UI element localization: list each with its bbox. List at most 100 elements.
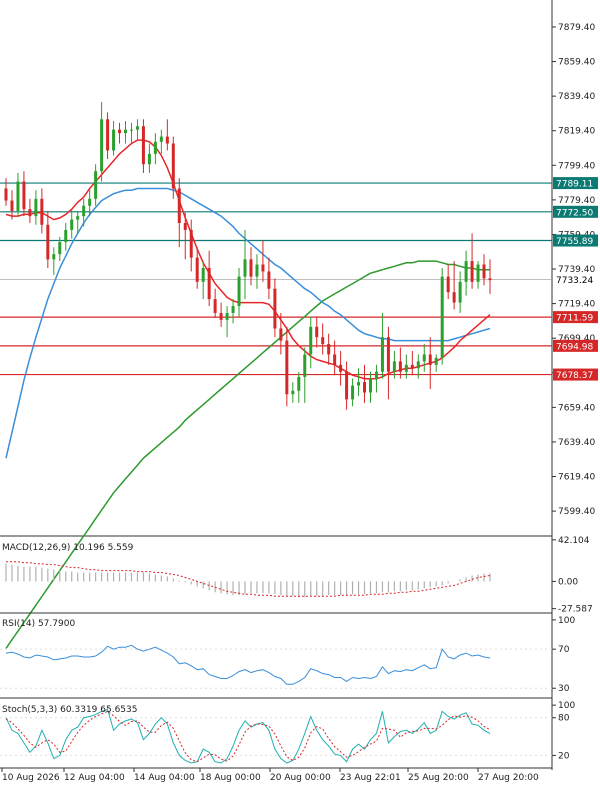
price-tick-label: 7839.40 (558, 92, 595, 102)
price-tick-label: 7659.40 (558, 403, 595, 413)
candle-body (440, 276, 444, 358)
macd-signal-line (6, 561, 491, 597)
stoch-signal-line (5, 710, 491, 763)
price-tick-label: 7619.40 (558, 473, 595, 483)
candle-body (458, 281, 462, 303)
ma-fast-line (5, 139, 491, 380)
candle-body (10, 200, 14, 211)
candle-body (374, 371, 378, 379)
level-price-label: 7755.89 (556, 237, 593, 247)
candle-body (82, 205, 86, 217)
rsi-line (5, 644, 491, 685)
candle-body (321, 337, 325, 345)
level-price-label: 7711.59 (556, 314, 593, 324)
candle-body (189, 229, 193, 258)
macd-tick-label: 42.104 (558, 536, 590, 546)
ma-mid-line (5, 187, 491, 459)
candle-body (279, 328, 283, 341)
level-price-label: 7678.37 (556, 371, 593, 381)
candle-body (327, 344, 331, 355)
candle-body (129, 129, 133, 131)
candle-body (267, 271, 271, 289)
candle-body (207, 268, 211, 300)
candle-body (141, 126, 145, 165)
level-price-label: 7789.11 (556, 180, 593, 190)
candle-body (410, 364, 414, 369)
candle-body (434, 357, 438, 365)
level-price-tag (553, 339, 598, 352)
candle-body (357, 382, 361, 386)
candle-body (470, 261, 474, 282)
candle-body (52, 254, 56, 260)
candle-body (345, 371, 349, 400)
time-tick-label: 18 Aug 00:00 (200, 773, 261, 783)
candle-body (488, 278, 492, 281)
candle-body (171, 143, 175, 189)
level-price-tag (553, 311, 598, 324)
time-axis: 10 Aug 2026 12 Aug 04:00 14 Aug 04:00 18 Au… (1, 768, 539, 783)
time-tick-label: 10 Aug 2026 (2, 773, 60, 783)
time-tick-label: 23 Aug 22:01 (340, 773, 401, 783)
candle-body (333, 354, 337, 365)
candle-body (183, 223, 187, 230)
level-price-label: 7694.98 (556, 342, 593, 352)
candle-body (351, 385, 355, 400)
price-tick-label: 7719.40 (558, 300, 595, 310)
time-tick-label: 27 Aug 20:00 (478, 773, 539, 783)
macd-panel: 42.104 0.00 -27.587 MACD(12,26,9) 10.196 5.… (0, 536, 593, 615)
candle-body (46, 224, 50, 260)
candle-body (380, 337, 384, 372)
candle-body (416, 361, 420, 369)
level-price-tag (553, 368, 598, 381)
candle-body (243, 259, 247, 277)
candle-body (106, 119, 110, 151)
price-tick-label: 7699.40 (558, 334, 595, 344)
rsi-tick-label: 30 (558, 684, 570, 694)
stoch-tick-label: 80 (558, 714, 570, 724)
price-tick-label: 7879.40 (558, 23, 595, 33)
stoch-tick-label: 20 (558, 751, 570, 761)
candle-body (225, 312, 229, 320)
candle-body (404, 364, 408, 372)
candle-body (422, 354, 426, 362)
candle-body (285, 340, 289, 395)
candle-body (22, 181, 26, 210)
candle-body (195, 257, 199, 282)
ma-slow-line (5, 260, 490, 649)
level-price-tag (553, 234, 598, 247)
candle-body (482, 264, 486, 279)
candle-body (64, 229, 68, 243)
time-tick-label: 12 Aug 04:00 (64, 773, 125, 783)
level-price-tag (553, 177, 598, 190)
candle-body (153, 141, 157, 154)
candle-body (339, 364, 343, 372)
candle-body (159, 136, 163, 142)
candle-body (363, 382, 367, 393)
candle-body (213, 299, 217, 313)
price-tick-label: 7599.40 (558, 507, 595, 517)
time-tick-label: 20 Aug 00:00 (270, 773, 331, 783)
candle-body (112, 129, 116, 151)
candle-body (94, 171, 98, 199)
price-tick-label: 7799.40 (558, 161, 595, 171)
price-tick-label: 7639.40 (558, 438, 595, 448)
time-tick-label: 25 Aug 20:00 (408, 773, 469, 783)
candle-body (16, 181, 20, 211)
candle-body (237, 276, 241, 307)
candle-body (446, 276, 450, 293)
candle-body (303, 354, 307, 377)
candle-body (118, 129, 122, 134)
candle-body (315, 326, 319, 338)
candle-body (165, 136, 169, 144)
candle-body (249, 259, 253, 277)
macd-tick-label: -27.587 (558, 605, 593, 615)
candle-body (273, 288, 277, 329)
candle-body (392, 361, 396, 372)
rsi-tick-label: 70 (558, 645, 570, 655)
candle-body (398, 361, 402, 372)
candle-body (386, 337, 390, 372)
stoch-main-line (5, 708, 491, 764)
candle-body (70, 219, 74, 230)
candle-body (291, 390, 295, 395)
